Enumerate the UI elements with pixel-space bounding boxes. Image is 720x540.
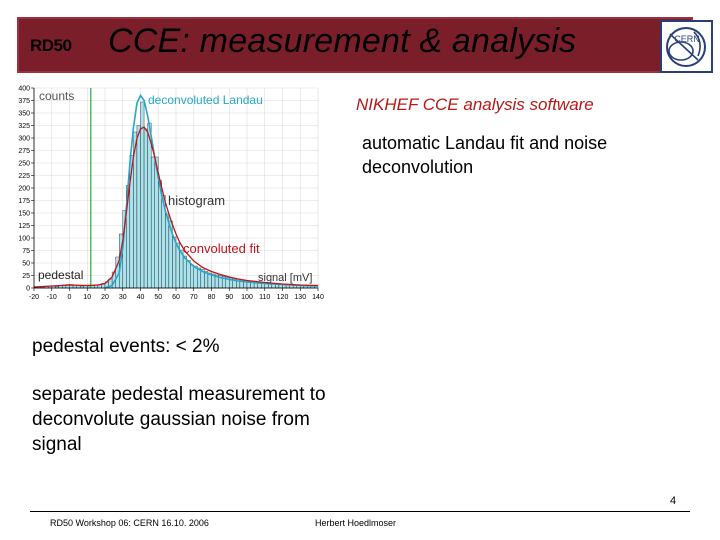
deconvoluted-landau-curve <box>104 93 319 289</box>
histogram-bar <box>150 156 155 289</box>
histogram-bar <box>186 260 191 289</box>
y-tick-label: 375 <box>18 98 30 105</box>
y-tick-label: 275 <box>18 148 30 155</box>
x-tick-label: 20 <box>101 294 109 301</box>
histogram-label: histogram <box>168 193 225 208</box>
y-tick-label: 75 <box>22 248 30 255</box>
y-tick-label: 175 <box>18 198 30 205</box>
y-tick-label: 0 <box>26 286 30 293</box>
x-tick-label: 0 <box>68 294 72 301</box>
title-bar <box>17 17 693 73</box>
x-tick-label: 120 <box>277 294 289 301</box>
x-tick-label: 80 <box>208 294 216 301</box>
signal-axis-label: signal [mV] <box>258 272 312 284</box>
fit-note: automatic Landau fit and noise deconvolu… <box>362 133 608 177</box>
y-tick-label: 350 <box>18 111 30 118</box>
y-tick-label: 325 <box>18 123 30 130</box>
x-tick-label: 90 <box>225 294 233 301</box>
histogram-bar <box>143 128 148 289</box>
chart-svg: -20 -10 0 10 20 30 40 50 60 70 80 90 100 110 120 130 140… <box>18 86 324 302</box>
cern-logo: CERN <box>660 20 713 73</box>
y-tick-label: 125 <box>18 223 30 230</box>
y-tick-label: 150 <box>18 211 30 218</box>
y-tick-label: 225 <box>18 173 30 180</box>
x-tick-label: 140 <box>312 294 324 301</box>
convoluted-fit-curve <box>33 126 319 288</box>
y-tick-label: 300 <box>18 136 30 143</box>
footer-workshop: RD50 Workshop 06: CERN 16.10. 2006 <box>50 518 209 528</box>
y-tick-label: 400 <box>18 86 30 93</box>
y-tick-label: 50 <box>22 261 30 268</box>
deconvoluted-landau-label: deconvoluted Landau <box>148 93 263 107</box>
slide-title: CCE: measurement & analysis <box>108 22 577 60</box>
y-tick-label: 100 <box>18 236 30 243</box>
x-tick-label: 40 <box>137 294 145 301</box>
footer-author: Herbert Hoedlmoser <box>315 518 397 528</box>
histogram-bar <box>147 122 152 289</box>
footer-divider <box>30 511 690 512</box>
convoluted-fit-label: convoluted fit <box>183 241 260 256</box>
separate-note: separate pedestal measurement to deconvo… <box>32 384 326 455</box>
counts-label: counts <box>39 89 74 103</box>
x-tick-label: -20 <box>29 294 39 301</box>
axes: -20 -10 0 10 20 30 40 50 60 70 80 90 100 110 120 130 140… <box>18 86 324 302</box>
rd50-logo: RD50 <box>30 36 72 55</box>
x-tick-label: 100 <box>241 294 253 301</box>
histogram-bar <box>193 265 198 289</box>
landau-fit-chart: -20 -10 0 10 20 30 40 50 60 70 80 90 100 110 120 130 140… <box>10 82 340 304</box>
x-tick-label: 30 <box>119 294 127 301</box>
chart-labels: counts deconvoluted Landau histogram convol… <box>38 89 312 284</box>
histogram-bar <box>182 255 187 289</box>
x-tick-label: 50 <box>154 294 162 301</box>
page-number: 4 <box>670 495 677 507</box>
x-tick-label: 70 <box>190 294 198 301</box>
pedestal-note: pedestal events: < 2% <box>32 336 220 357</box>
histogram-bar <box>140 101 145 289</box>
curves <box>33 88 319 289</box>
histogram-bar <box>165 213 170 289</box>
pedestal-label: pedestal <box>38 268 83 282</box>
x-tick-label: -10 <box>47 294 57 301</box>
histogram-bar <box>172 236 177 289</box>
y-tick-label: 25 <box>22 273 30 280</box>
histogram-bar <box>190 264 194 289</box>
x-tick-label: 110 <box>259 294 270 301</box>
x-tick-label: 10 <box>83 294 91 301</box>
histogram-bar <box>136 125 141 289</box>
x-tick-label: 130 <box>294 294 306 301</box>
cern-logo-icon: CERN <box>666 27 706 67</box>
y-tick-label: 250 <box>18 161 30 168</box>
y-tick-label: 200 <box>18 186 30 193</box>
software-note: NIKHEF CCE analysis software <box>356 95 594 114</box>
cern-logo-text: CERN <box>674 34 700 44</box>
x-tick-label: 60 <box>172 294 180 301</box>
